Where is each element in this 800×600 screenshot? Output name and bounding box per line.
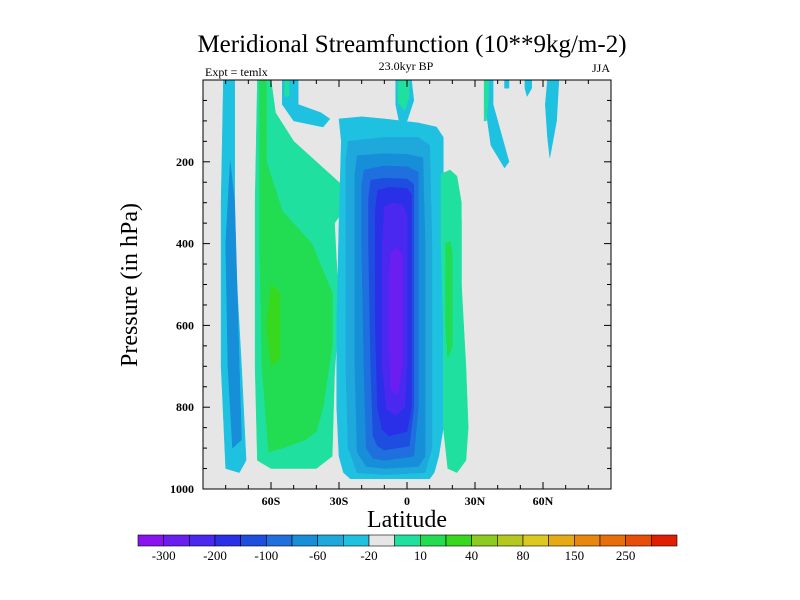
x-tick-label: 30N (465, 494, 486, 508)
colorbar-box (497, 534, 524, 547)
chart-title: Meridional Streamfunction (10**9kg/m-2) (197, 31, 626, 58)
colorbar: -300 -200 -100 -60 -20 10 40 80 150 250 (137, 534, 678, 563)
colorbar-box (599, 534, 626, 547)
y-axis-label: Pressure (in hPa) (117, 203, 143, 367)
contour-sh-band-lv2 (225, 161, 242, 449)
center-label: 23.0kyr BP (379, 59, 434, 73)
colorbar-box (522, 534, 549, 547)
colorbar-box (343, 534, 370, 547)
y-tick-label: 400 (176, 237, 194, 251)
x-tick-label: 0 (404, 494, 410, 508)
contour-cell-lv8 (388, 247, 403, 396)
colorbar-box (548, 534, 575, 547)
contour-nh-cyan-4 (504, 79, 510, 89)
colorbar-box (240, 534, 267, 547)
contour-sh-top-green (284, 79, 290, 97)
colorbar-box (625, 534, 652, 547)
y-tick-label: 800 (176, 400, 194, 414)
x-axis: 60S 30S 0 30N 60N (202, 80, 612, 508)
colorbar-box (291, 534, 318, 547)
contour-nh-green-inner (445, 241, 453, 359)
colorbar-label: -200 (203, 548, 227, 563)
colorbar-box (574, 534, 601, 547)
colorbar-label: 10 (414, 548, 427, 563)
colorbar-label: -60 (309, 548, 326, 563)
colorbar-label: 250 (616, 548, 636, 563)
colorbar-box (266, 534, 293, 547)
colorbar-box (394, 534, 421, 547)
colorbar-label: 40 (465, 548, 478, 563)
x-axis-label: Latitude (367, 507, 447, 533)
colorbar-box (163, 534, 190, 547)
y-tick-label: 1000 (170, 482, 194, 496)
contour-nh-cyan-3 (545, 79, 560, 158)
colorbar-box (137, 534, 164, 547)
colorbar-box (368, 534, 395, 547)
x-tick-label: 60N (533, 494, 554, 508)
contour-sh-top-cyan (282, 79, 331, 128)
x-tick-label: 60S (262, 494, 281, 508)
colorbar-label: -20 (360, 548, 377, 563)
colorbar-label: 80 (517, 548, 530, 563)
contour-nh-spike (458, 218, 462, 347)
colorbar-label: -100 (254, 548, 278, 563)
colorbar-box (189, 534, 216, 547)
right-label: JJA (592, 61, 610, 75)
contour-sh-wide-lv3 (266, 284, 281, 367)
colorbar-box (471, 534, 498, 547)
y-tick-label: 600 (176, 318, 194, 332)
colorbar-box (214, 534, 241, 547)
contour-nh-cyan-1 (486, 79, 510, 169)
colorbar-box (445, 534, 472, 547)
colorbar-box (317, 534, 344, 547)
colorbar-label: 150 (565, 548, 585, 563)
y-axis: 200 400 600 800 1000 (170, 99, 611, 496)
colorbar-box (420, 534, 447, 547)
contour-layer (220, 79, 560, 480)
colorbar-box (651, 534, 678, 547)
x-tick-label: 30S (330, 494, 349, 508)
y-tick-label: 200 (176, 155, 194, 169)
left-label: Expt = temlx (205, 65, 268, 79)
colorbar-label: -300 (152, 548, 176, 563)
